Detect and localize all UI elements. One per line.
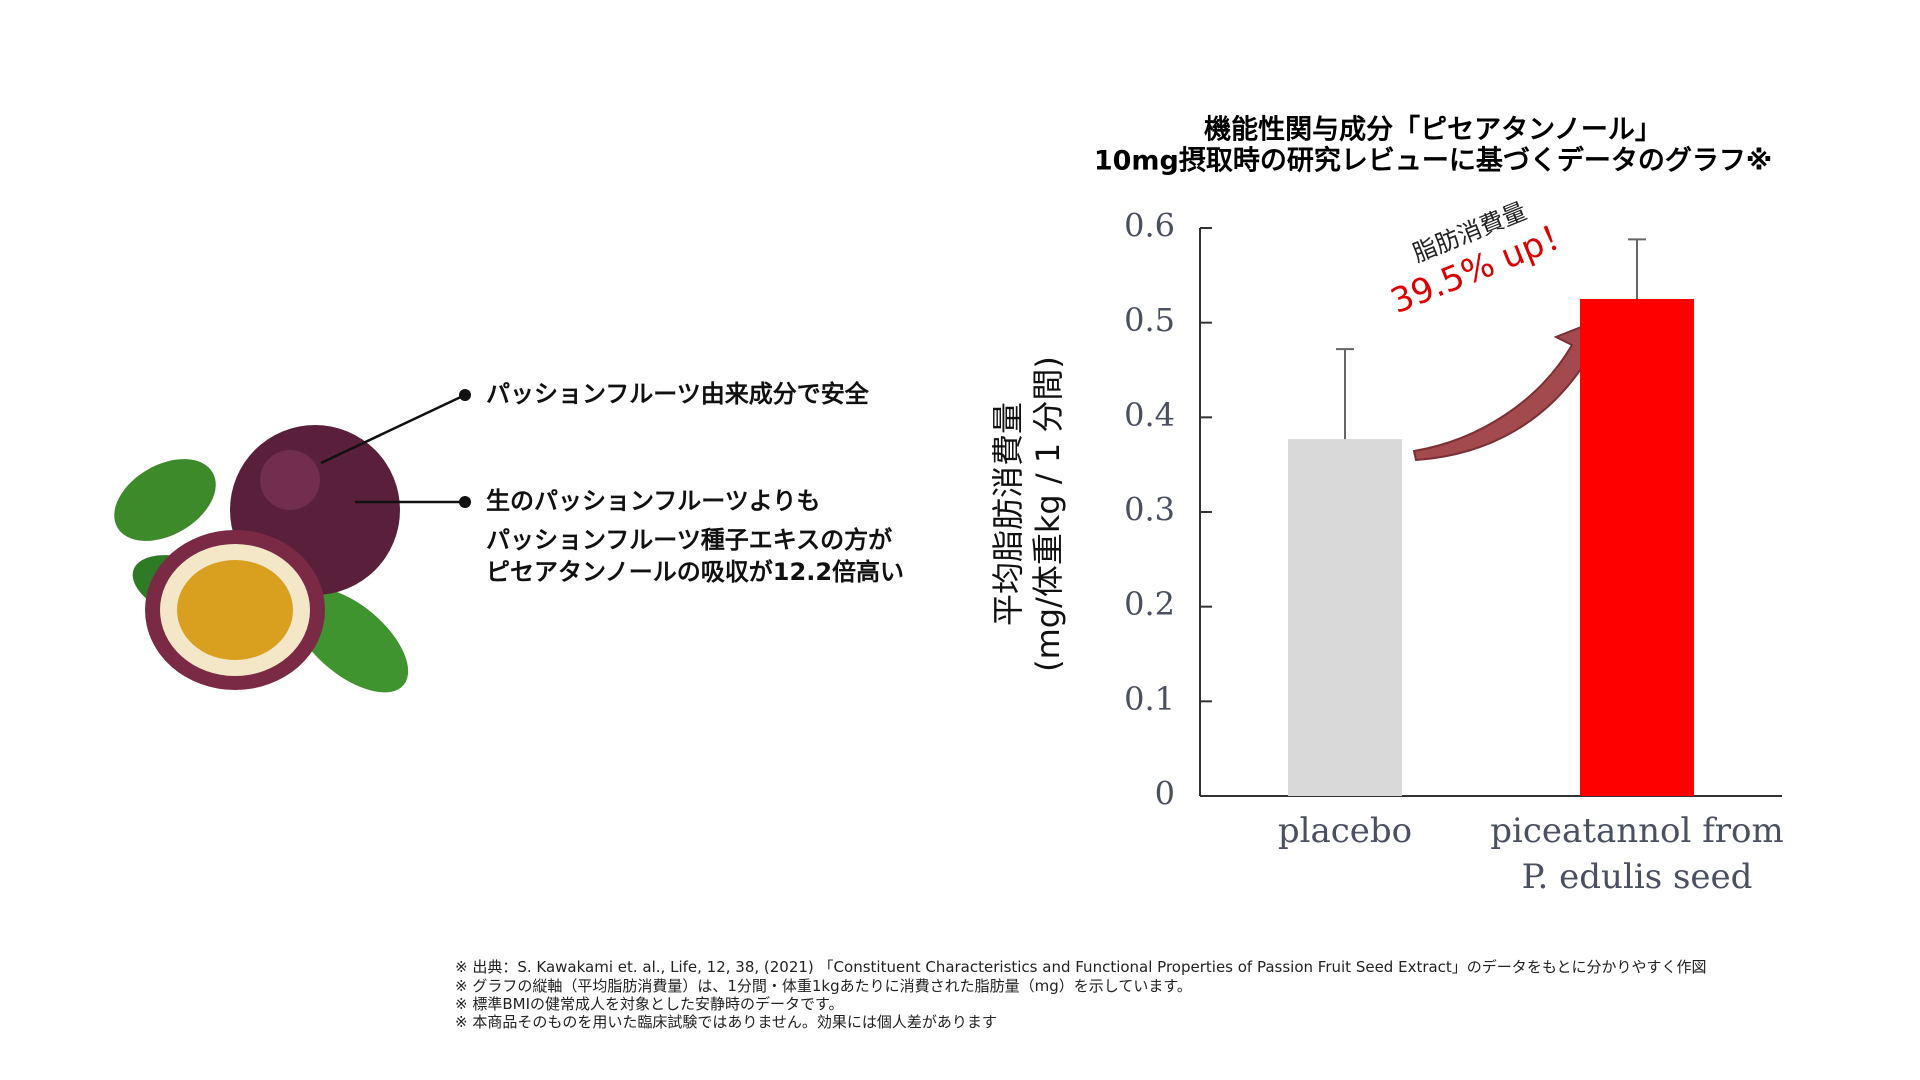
footnote: ※ 本商品そのものを用いた臨床試験ではありません。効果には個人差があります: [455, 1013, 997, 1031]
y-tick-label: 0.6: [1124, 207, 1175, 245]
y-tick-label: 0.5: [1124, 301, 1175, 339]
bullet: パッションフルーツ由来成分で安全: [486, 380, 870, 408]
passion-fruit: [114, 425, 409, 693]
chart-title: 機能性関与成分「ピセアタンノール」: [1204, 114, 1662, 146]
bullet: ピセアタンノールの吸収が12.2倍高い: [486, 558, 904, 586]
x-tick-label: placebo: [1277, 811, 1413, 851]
y-axis-label: 平均脂肪消費量: [989, 402, 1027, 626]
bullet: パッションフルーツ種子エキスの方が: [486, 526, 892, 554]
bar: [1288, 439, 1402, 796]
footnote: ※ グラフの縦軸（平均脂肪消費量）は、1分間・体重1kgあたりに消費された脂肪量…: [455, 977, 1192, 995]
arrow: [1412, 316, 1606, 462]
footnote: ※ 出典：S. Kawakami et. al., Life, 12, 38, …: [455, 958, 1707, 976]
y-tick-label: 0.1: [1124, 680, 1175, 718]
bar: [1580, 299, 1694, 796]
y-tick-label: 0: [1155, 775, 1175, 813]
y-tick-label: 0.2: [1124, 585, 1175, 623]
x-tick-label: piceatannol from P. edulis seed: [1490, 811, 1784, 897]
footnote: ※ 標準BMIの健常成人を対象とした安静時のデータです。: [455, 995, 844, 1013]
y-tick-label: 0.3: [1124, 491, 1175, 529]
chart-title: 10mg摂取時の研究レビューに基づくデータのグラフ※: [1094, 145, 1772, 177]
bullet: 生のパッションフルーツよりも: [486, 487, 820, 515]
y-axis-label: (mg/体重kg / 1 分間): [1029, 356, 1067, 672]
y-tick-label: 0.4: [1124, 396, 1175, 434]
